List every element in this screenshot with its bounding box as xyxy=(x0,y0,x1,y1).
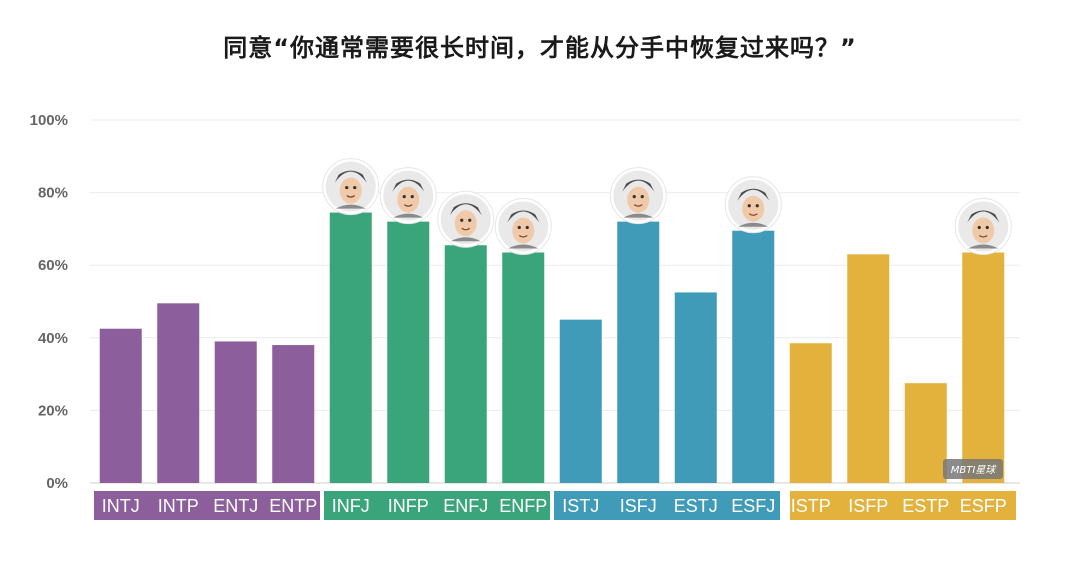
bar-isfj xyxy=(617,221,660,483)
y-tick-label: 0% xyxy=(46,475,68,492)
y-tick-label: 100% xyxy=(30,112,68,129)
bar-istj xyxy=(559,319,602,483)
category-label: ISFP xyxy=(848,496,888,516)
y-tick-label: 40% xyxy=(38,330,68,347)
y-axis-ticks: 0% 20% 40% 60% 80% 100% xyxy=(30,112,68,492)
y-tick-label: 20% xyxy=(38,402,68,419)
bar-entj xyxy=(214,341,257,483)
category-band xyxy=(324,491,550,520)
category-band xyxy=(554,491,780,520)
bar-infp xyxy=(387,221,430,483)
avatar-enfp-icon xyxy=(494,197,552,255)
category-label: ESFP xyxy=(960,496,1007,516)
category-label: ENFJ xyxy=(443,496,488,516)
bar-entp xyxy=(272,345,315,483)
watermark-bg xyxy=(943,459,1003,479)
category-labels: INTJ INTP ENTJ ENTP INFJ INFP ENFJ ENFP ISTJ ISFJ… xyxy=(102,496,1007,516)
watermark: MBTI星球 xyxy=(943,459,1003,479)
category-label: INFP xyxy=(388,496,429,516)
bars xyxy=(99,212,1005,483)
category-label: ENTJ xyxy=(213,496,258,516)
avatar-esfj-icon xyxy=(724,176,782,234)
category-label: ISTP xyxy=(791,496,831,516)
avatar-isfj-icon xyxy=(609,167,667,225)
category-label: ESTJ xyxy=(674,496,718,516)
bar-esfp xyxy=(962,252,1005,483)
avatar-infj-icon xyxy=(322,158,380,216)
bar-isfp xyxy=(847,254,890,483)
bar-estp xyxy=(904,383,947,483)
bar-enfp xyxy=(502,252,545,483)
bar-intp xyxy=(157,303,200,483)
bar-estj xyxy=(674,292,717,483)
category-label: ENFP xyxy=(499,496,547,516)
category-label: ENTP xyxy=(269,496,317,516)
category-band xyxy=(94,491,320,520)
category-band xyxy=(790,491,1016,520)
y-tick-label: 80% xyxy=(38,185,68,202)
category-label: INFJ xyxy=(332,496,370,516)
avatar-esfp-icon xyxy=(954,197,1012,255)
bar-istp xyxy=(789,343,832,483)
chart-title: 同意“你通常需要很长时间，才能从分手中恢复过来吗？” xyxy=(223,34,857,62)
category-label: INTJ xyxy=(102,496,140,516)
category-label: ESTP xyxy=(902,496,949,516)
category-label: INTP xyxy=(158,496,199,516)
bar-intj xyxy=(99,328,142,483)
bar-esfj xyxy=(732,230,775,483)
bar-infj xyxy=(329,212,372,483)
category-label: ISFJ xyxy=(620,496,657,516)
category-label: ESFJ xyxy=(731,496,775,516)
bar-enfj xyxy=(444,245,487,483)
avatars xyxy=(322,158,1012,255)
category-bands xyxy=(94,491,1016,520)
category-label: ISTJ xyxy=(562,496,599,516)
avatar-infp-icon xyxy=(379,167,437,225)
avatar-enfj-icon xyxy=(437,190,495,248)
y-tick-label: 60% xyxy=(38,257,68,274)
watermark-text: MBTI星球 xyxy=(951,464,998,476)
